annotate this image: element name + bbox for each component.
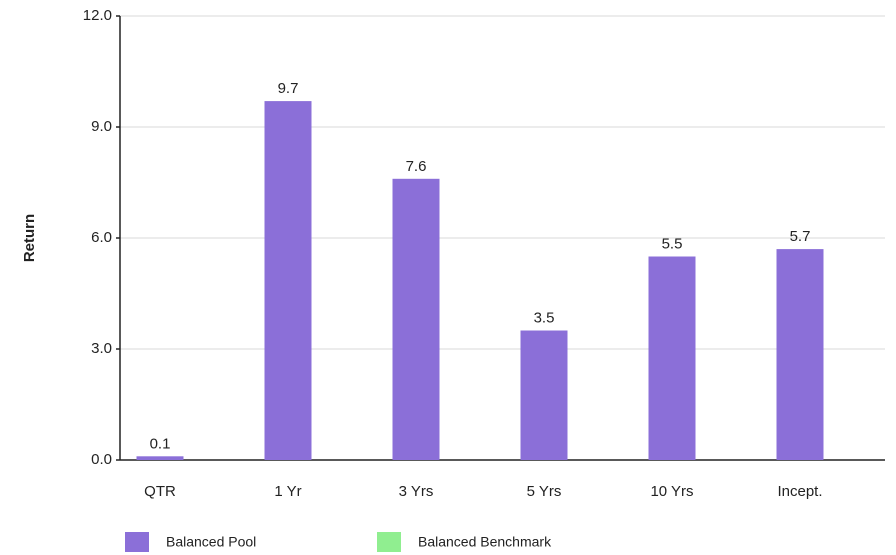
x-tick-label: 3 Yrs	[399, 483, 434, 500]
y-tick-label: 6.0	[91, 229, 112, 246]
bar	[776, 249, 824, 460]
x-tick-label: 5 Yrs	[527, 483, 562, 500]
legend-label: Balanced Pool	[166, 534, 256, 550]
x-tick-label: QTR	[144, 483, 176, 500]
legend-swatch	[377, 532, 401, 552]
y-tick-label: 9.0	[91, 118, 112, 135]
y-tick-label: 0.0	[91, 451, 112, 468]
data-label: 5.7	[790, 228, 811, 245]
data-label: 0.1	[150, 435, 171, 452]
bar	[648, 256, 696, 460]
bar	[520, 330, 568, 460]
legend-swatch	[125, 532, 149, 552]
data-label: 3.5	[534, 309, 555, 326]
data-label: 7.6	[406, 158, 427, 175]
data-label: 9.7	[278, 80, 299, 97]
bar	[264, 101, 312, 460]
x-tick-label: Incept.	[777, 483, 822, 500]
y-tick-label: 3.0	[91, 340, 112, 357]
legend-label: Balanced Benchmark	[418, 534, 552, 550]
y-tick-label: 12.0	[83, 7, 112, 24]
data-label: 5.5	[662, 235, 683, 252]
x-tick-label: 1 Yr	[274, 483, 301, 500]
bar	[392, 178, 440, 461]
x-tick-label: 10 Yrs	[650, 483, 693, 500]
y-axis-label: Return	[21, 214, 38, 262]
bar	[136, 456, 184, 460]
